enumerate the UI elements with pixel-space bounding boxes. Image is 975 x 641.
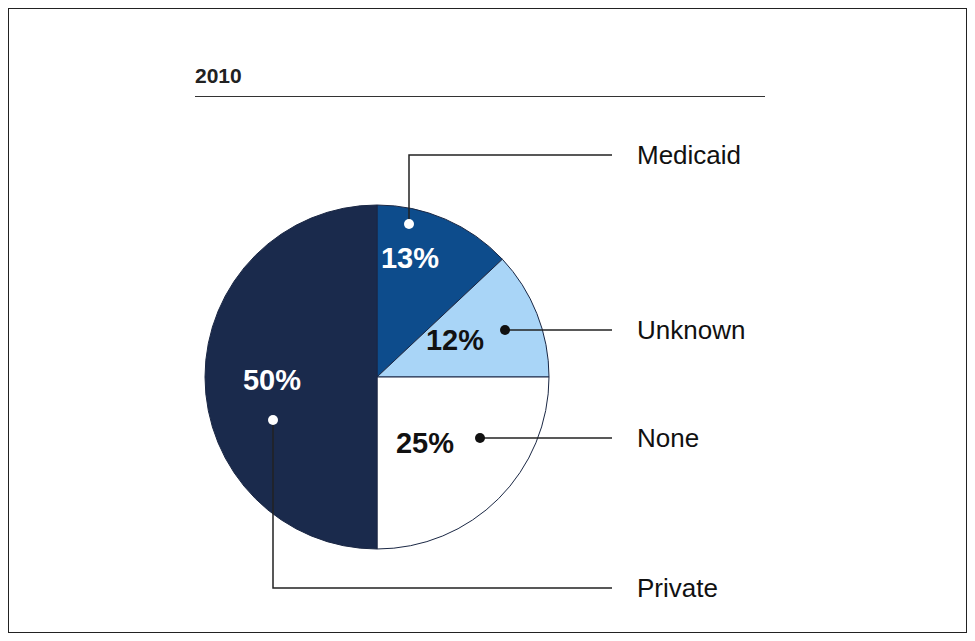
- svg-text:50%: 50%: [243, 364, 301, 396]
- svg-text:Private: Private: [637, 573, 718, 603]
- svg-text:None: None: [637, 423, 699, 453]
- svg-text:Medicaid: Medicaid: [637, 140, 741, 170]
- svg-text:25%: 25%: [396, 427, 454, 459]
- html-text:2010: 2010: [195, 64, 242, 87]
- svg-text:12%: 12%: [426, 324, 484, 356]
- svg-text:13%: 13%: [381, 242, 439, 274]
- svg-text:Unknown: Unknown: [637, 315, 745, 345]
